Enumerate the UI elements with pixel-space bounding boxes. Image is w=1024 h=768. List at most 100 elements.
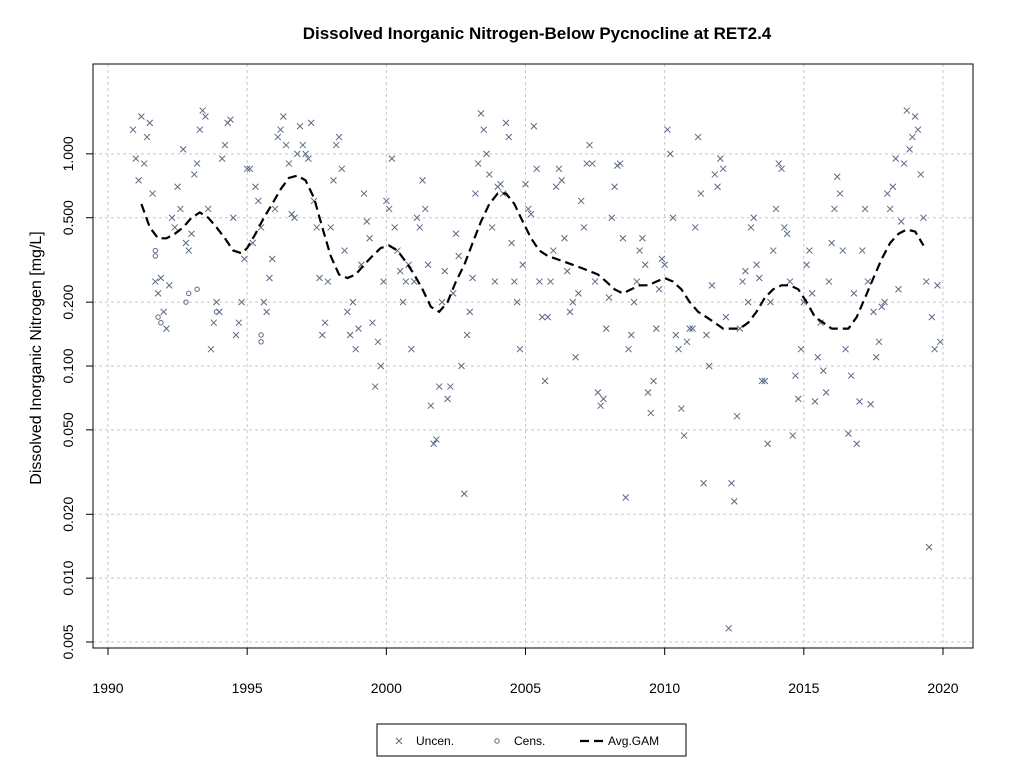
uncensored-point [602,325,610,332]
uncensored-point [597,402,605,410]
uncensored-point [714,183,721,191]
uncensored-point [639,234,646,242]
uncensored-point [129,126,137,134]
uncensored-point [711,171,719,178]
censored-point [213,309,220,315]
uncensored-point [513,298,521,306]
uncensored-point [374,338,382,346]
uncensored-point [246,165,254,173]
uncensored-point [555,165,563,173]
uncensored-point [268,255,276,263]
uncensored-point [558,177,566,184]
uncensored-point [252,183,259,191]
uncensored-point [388,155,396,162]
uncensored-point [803,261,810,269]
uncensored-point [758,377,766,385]
uncensored-point [140,160,148,167]
uncensored-point [658,255,666,263]
uncensored-point [165,281,173,289]
uncensored-point [293,150,301,158]
uncensored-point [446,383,454,390]
uncensored-point [385,205,393,213]
uncensored-point [377,362,385,370]
uncensored-point [839,247,847,254]
uncensored-point [524,205,532,213]
uncensored-point [909,133,916,141]
uncensored-point [897,218,905,225]
uncensored-point [174,183,181,191]
uncensored-point [346,331,354,339]
uncensored-point [822,389,830,396]
uncensored-point [786,278,794,285]
uncensored-point [922,278,930,285]
uncensored-point [146,119,154,127]
uncensored-point [371,383,379,390]
uncensored-point [914,126,922,134]
uncensored-point [316,274,323,282]
y-axis-label: Dissolved Inorganic Nitrogen [mg/L] [28,231,45,484]
uncensored-point [196,126,204,134]
uncensored-point [814,353,822,361]
uncensored-point [633,278,641,285]
uncensored-point [872,353,880,361]
y-tick-label: 0.100 [60,348,76,383]
uncensored-point [260,298,268,306]
uncensored-point [867,400,874,408]
uncensored-point [227,116,234,123]
uncensored-point [678,405,685,412]
uncensored-point [488,224,496,231]
uncensored-point [783,230,791,238]
uncensored-point [569,298,577,306]
uncensored-point [778,165,785,173]
x-tick-label: 2015 [788,680,819,696]
uncensored-point [761,377,769,385]
uncensored-point [421,205,429,213]
uncensored-point [886,205,894,213]
x-tick-label: 2010 [649,680,680,696]
uncensored-point [474,160,482,167]
uncensored-point [299,141,307,149]
uncensored-point [753,261,760,269]
uncensored-point [204,205,212,213]
uncensored-point [842,345,849,353]
censored-point [152,247,159,254]
uncensored-point [630,298,638,306]
uncensored-point [716,155,724,162]
uncensored-point [263,308,271,316]
uncensored-point [605,294,613,301]
uncensored-point [730,498,738,505]
uncensored-point [307,119,315,127]
y-tick-label: 0.010 [60,560,76,595]
uncensored-point [463,331,471,339]
uncensored-point [934,281,941,289]
uncensored-point [644,389,652,396]
uncensored-point [845,430,852,437]
uncensored-point [767,298,774,306]
legend: Uncen. Cens. Avg.GAM [376,723,687,757]
uncensored-point [277,126,284,134]
uncensored-point [892,155,900,162]
uncensored-point [491,278,499,285]
uncensored-point [808,290,816,297]
uncensored-point [419,177,426,184]
uncensored-point [238,298,245,306]
uncensored-point [522,180,529,188]
uncensored-point [588,160,596,167]
uncensored-point [363,218,371,225]
uncensored-point [703,331,710,339]
uncensored-point [435,383,443,390]
uncensored-point [324,278,332,285]
uncensored-point [733,412,741,420]
uncensored-point [318,331,326,339]
uncensored-point [669,214,677,222]
x-axis: 1990 1995 2000 2005 2010 2015 2020 [92,647,959,696]
x-tick-label: 2005 [510,680,541,696]
uncensored-point [683,338,691,346]
uncensored-point [666,150,674,158]
uncensored-point [655,285,663,293]
uncensored-point [210,319,218,327]
uncensored-point [611,183,618,191]
uncensored-point [138,113,145,120]
legend-label-gam: Avg.GAM [608,734,659,748]
